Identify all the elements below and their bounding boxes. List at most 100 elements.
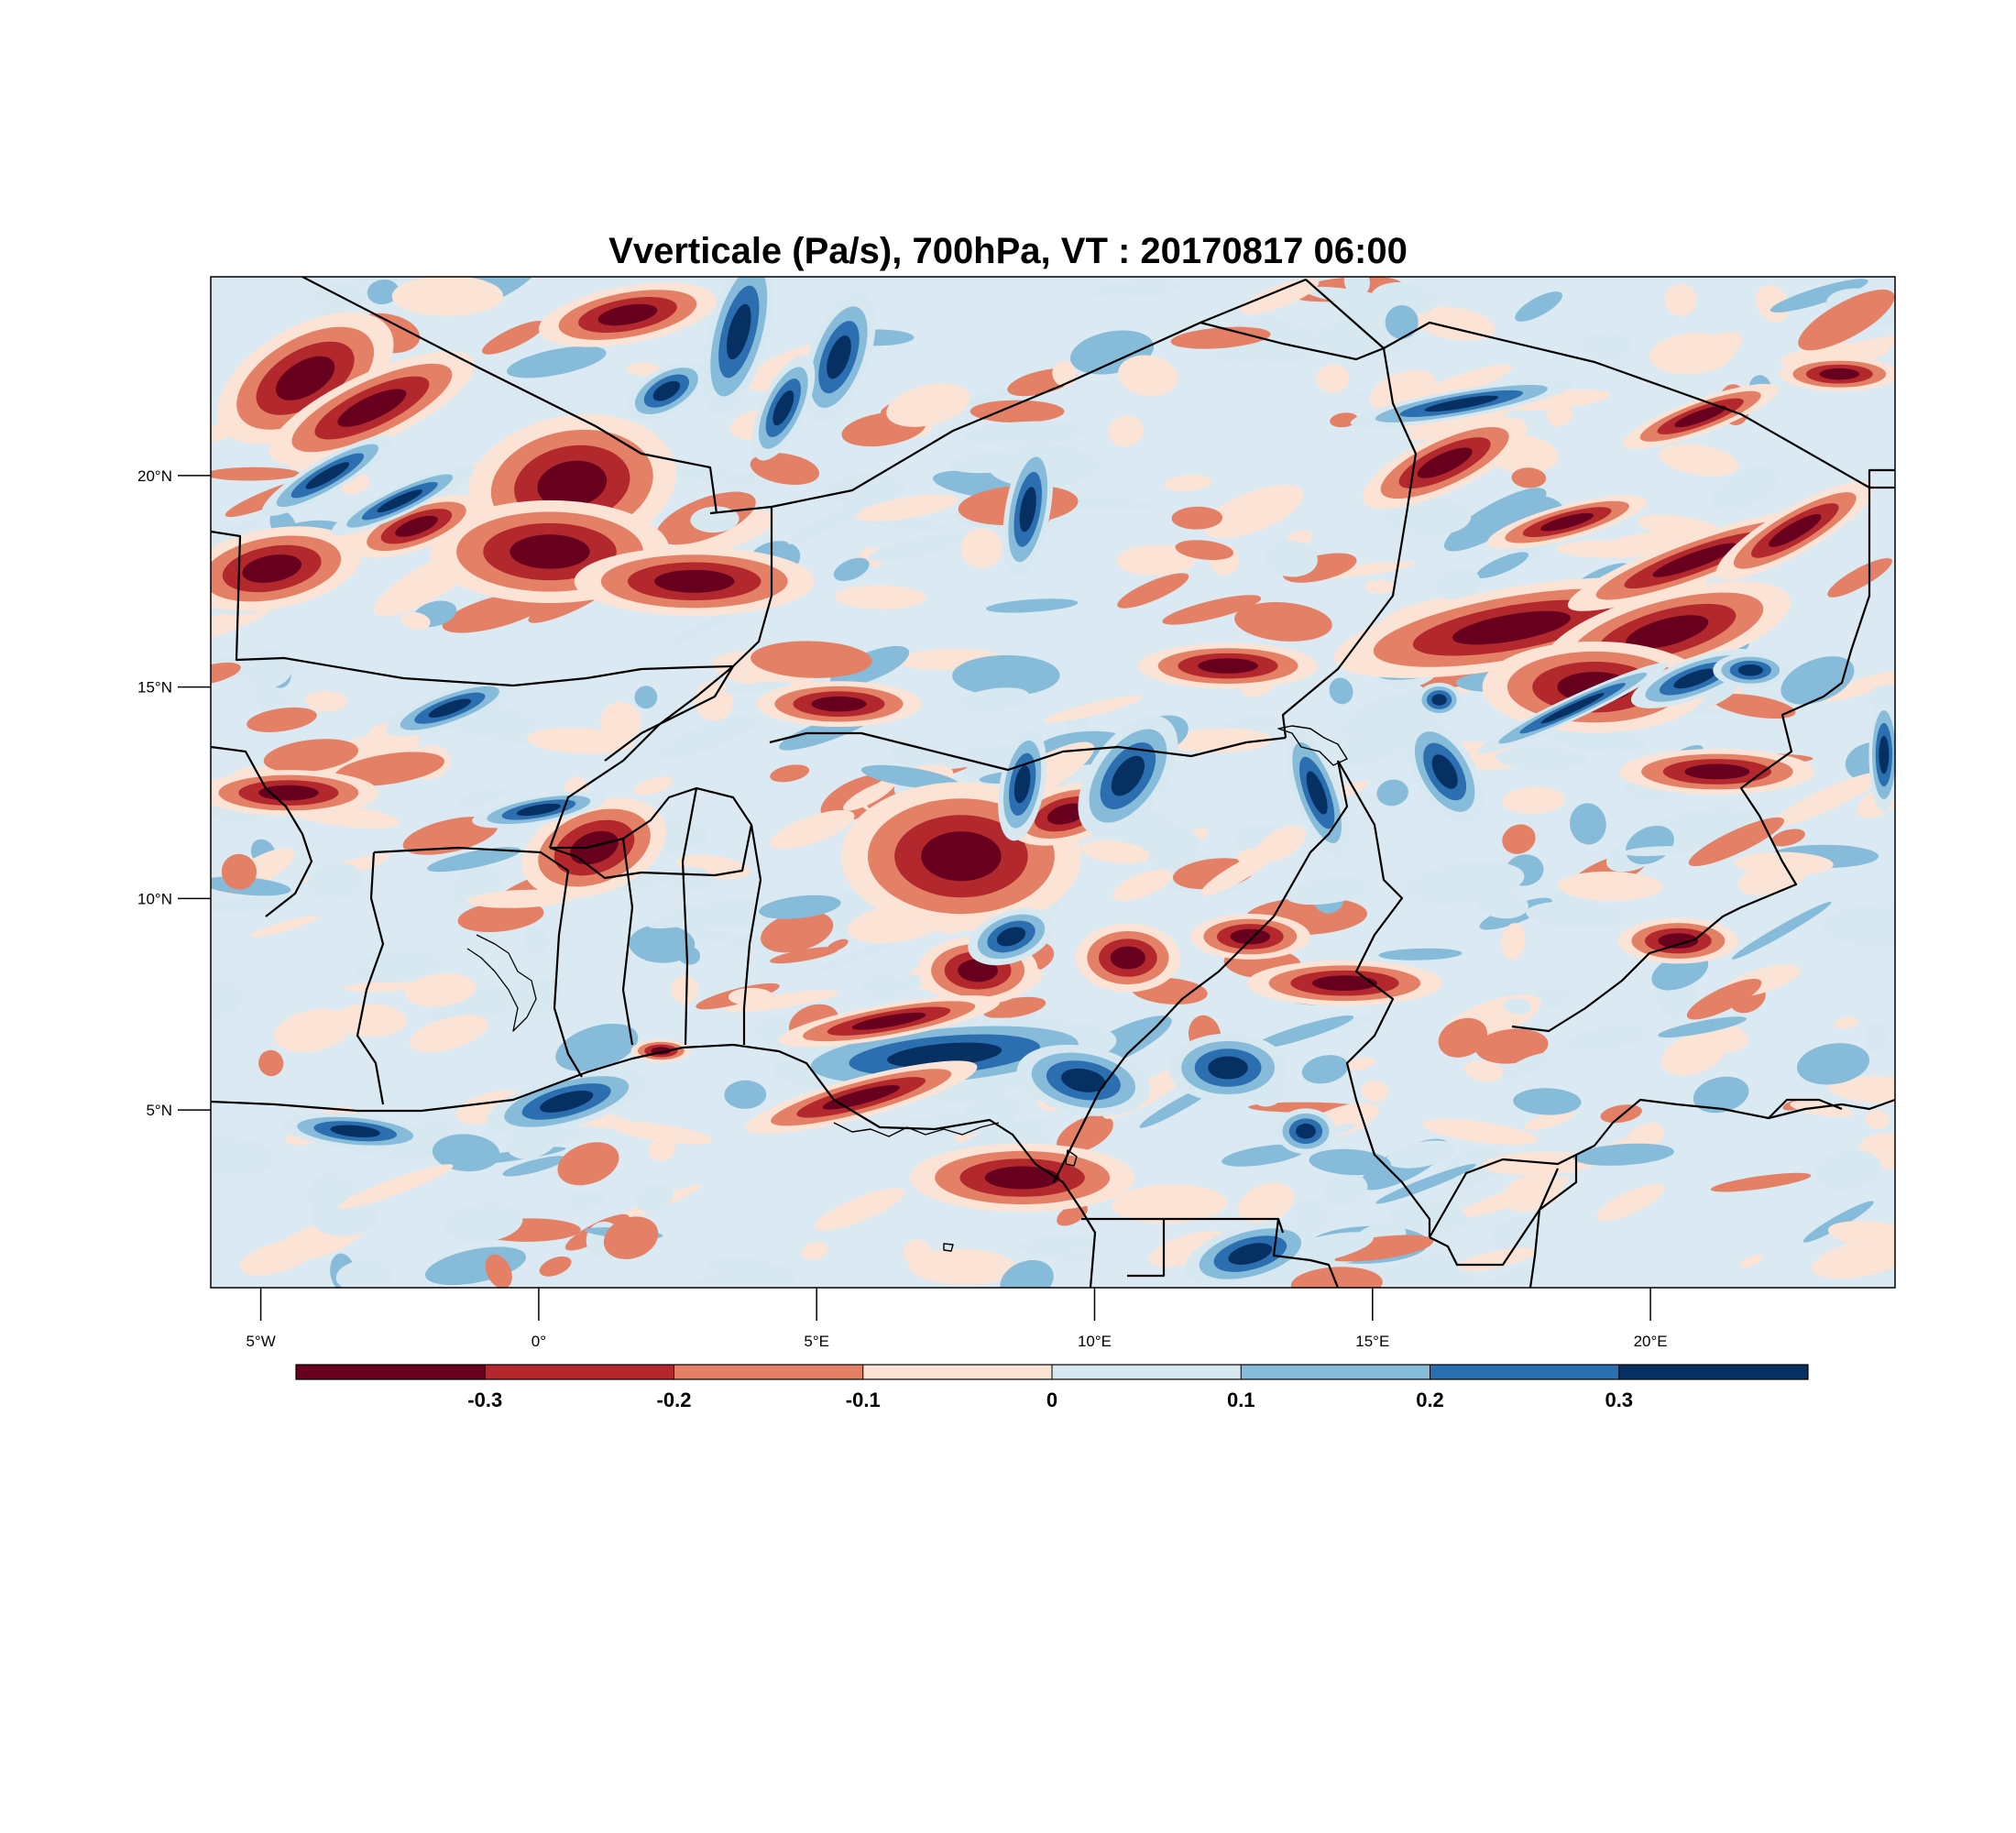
contour-blob [1600, 1104, 1642, 1124]
contour-blob [671, 975, 699, 1004]
contour-blob [1573, 1143, 1674, 1166]
contour-blob [1711, 1172, 1812, 1192]
contour-feature [1230, 928, 1271, 945]
bioko-island [1065, 1149, 1078, 1167]
contour-blob [1686, 978, 1762, 1020]
contour-blob [1108, 415, 1144, 447]
contour-blob [1386, 1140, 1457, 1169]
longitude-axis: 5°W 0° 5°E 10°E 15°E 20°E [246, 1288, 1668, 1350]
border-chad-niger [1281, 347, 1418, 739]
contour-blob [1769, 279, 1868, 313]
contour-blob [481, 321, 545, 355]
contour-blob [834, 585, 926, 609]
contour-blob [367, 279, 400, 305]
contour-blob [1476, 552, 1529, 578]
contour-feature [540, 1091, 594, 1113]
vertical-velocity-field [211, 277, 1895, 1288]
country-borders [211, 277, 1895, 1288]
contour-blob [1771, 772, 1883, 828]
contour-blob [1864, 1109, 1890, 1129]
border-car-congo [1429, 1155, 1578, 1267]
contour-blob [1780, 656, 1855, 705]
contour-feature [1431, 754, 1458, 789]
contour-blob [211, 896, 297, 913]
contour-blob [1501, 923, 1526, 960]
border-burkina [549, 786, 753, 880]
lat-tick-label: 10°N [137, 890, 172, 907]
contour-blob [659, 712, 762, 760]
contour-blob [1371, 281, 1438, 315]
contour-blob [1503, 998, 1532, 1015]
contour-feature [811, 696, 867, 712]
contour-feature [984, 1166, 1060, 1190]
contour-blob [1570, 803, 1606, 845]
contour-blob [400, 611, 431, 631]
contour-blob [1203, 484, 1304, 539]
contour-blob [1595, 1183, 1665, 1222]
contour-blob [1322, 1174, 1368, 1207]
contour-blob [1863, 1022, 1887, 1053]
niger-delta-coast [833, 1122, 1000, 1137]
contour-blob [855, 494, 959, 521]
contour-feature [1737, 664, 1763, 676]
contour-blob [1344, 1057, 1375, 1070]
contour-blob [391, 277, 504, 317]
contour-blob [457, 785, 508, 808]
contour-blob [677, 946, 701, 965]
contour-blob [1502, 786, 1566, 814]
contour-blob [964, 421, 1086, 446]
contour-feature [1819, 368, 1860, 380]
contour-feature [258, 785, 319, 801]
contour-feature [1658, 933, 1699, 949]
contour-feature [330, 1125, 380, 1137]
contour-blob [1798, 289, 1895, 351]
contour-blob [1162, 595, 1262, 625]
contour-blob [634, 686, 658, 709]
contour-blob [1821, 904, 1895, 946]
contour-blob [1713, 694, 1796, 719]
colorbar-label: 0 [1046, 1388, 1057, 1411]
contour-blob [539, 1256, 572, 1277]
contour-blob [1414, 306, 1496, 341]
contour-blob [1739, 1255, 1764, 1268]
border-mali-niger [604, 665, 734, 762]
contour-blob [563, 1190, 606, 1211]
contour-feature [921, 831, 1002, 882]
contour-feature [887, 1042, 1003, 1068]
border-cameroon-chad [1337, 760, 1431, 1237]
colorbar-swatch [862, 1365, 1053, 1379]
contour-blob [948, 1117, 1051, 1157]
contour-blob [860, 764, 959, 790]
contour-blob [1090, 279, 1181, 300]
contour-blob [1301, 1055, 1349, 1084]
contour-feature [537, 460, 608, 508]
contour-blob [1112, 869, 1173, 902]
contour-blob [1731, 901, 1832, 960]
contour-blob [1148, 1231, 1228, 1268]
contour-feature [395, 515, 438, 537]
lon-tick-label: 15°E [1355, 1333, 1389, 1350]
border-ghana-togo [621, 838, 634, 1046]
contour-blob [502, 1156, 566, 1177]
contour-feature [1452, 610, 1572, 645]
contour-blob [557, 1142, 619, 1186]
contour-blob [1467, 1264, 1539, 1288]
contour-blob [1755, 284, 1790, 323]
contour-blob [526, 727, 634, 754]
contour-blob [1583, 332, 1634, 360]
contour-feature [1061, 1068, 1106, 1092]
contour-blob [409, 1015, 488, 1053]
contour-feature [958, 959, 998, 982]
contour-blob [457, 901, 544, 932]
contour-blob [814, 1188, 905, 1231]
contour-feature [337, 389, 407, 427]
border-chad-sudan [1511, 488, 1871, 1033]
contour-blob [355, 951, 440, 983]
contour-blob [970, 400, 1065, 423]
lon-tick-label: 5°W [246, 1333, 275, 1350]
contour-blob [952, 654, 1060, 697]
contour-blob [801, 1241, 828, 1260]
contour-blob [1770, 829, 1805, 847]
border-algeria-west [301, 277, 718, 514]
contour-blob [1513, 1088, 1582, 1115]
